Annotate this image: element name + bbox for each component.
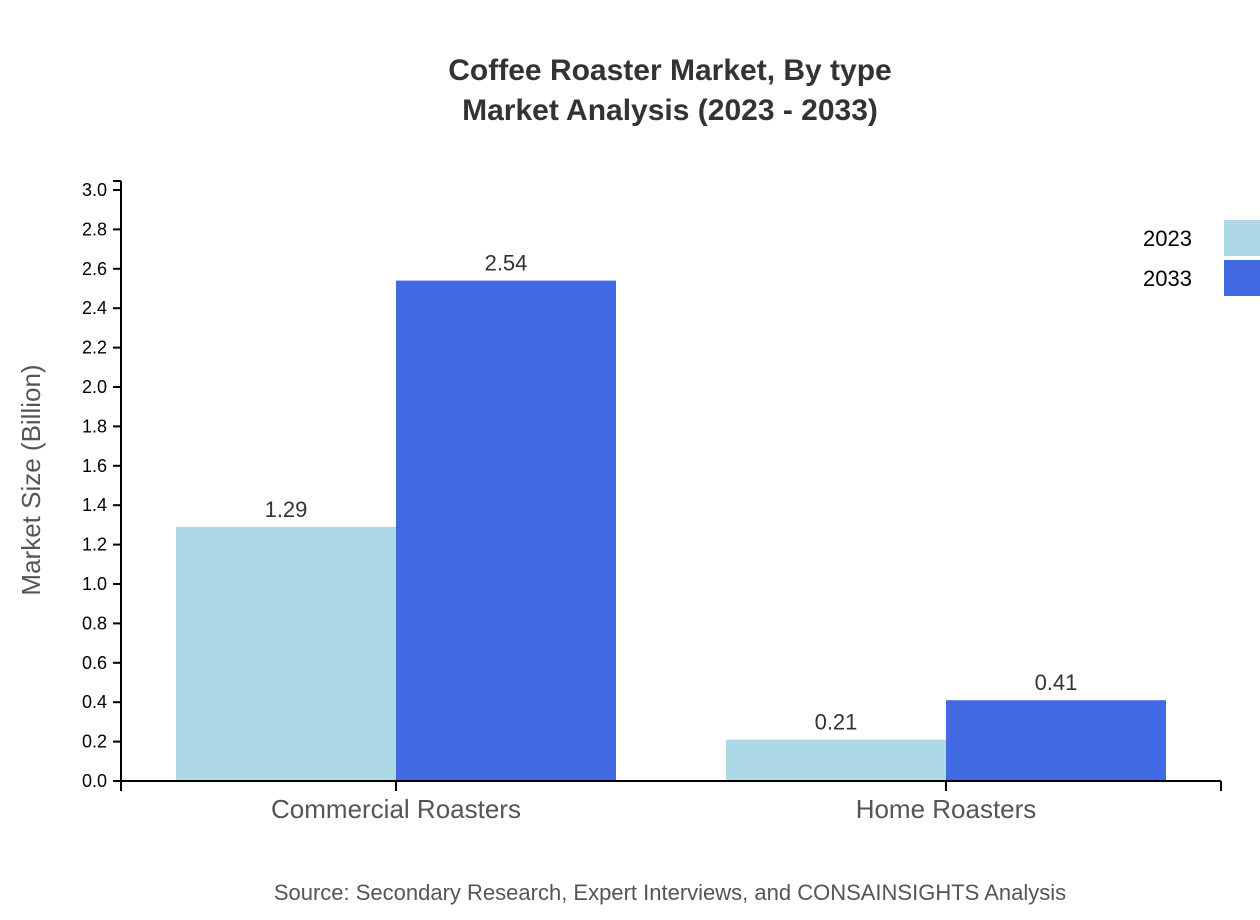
x-tick-label: Home Roasters (856, 794, 1037, 824)
bar-2023 (726, 739, 946, 781)
y-tick-label: 0.0 (82, 771, 107, 791)
y-axis-label: Market Size (Billion) (16, 364, 46, 595)
data-label: 0.41 (1035, 670, 1078, 695)
y-tick-label: 1.0 (82, 574, 107, 594)
x-axis: Commercial Roasters Home Roasters (120, 780, 1222, 824)
y-tick-label: 2.4 (82, 298, 107, 318)
data-label: 0.21 (815, 710, 858, 735)
legend-swatch-2023 (1224, 220, 1260, 256)
source-note: Source: Secondary Research, Expert Inter… (274, 880, 1066, 905)
bars-group: 1.29 2.54 0.21 0.41 (176, 251, 1166, 781)
y-tick-label: 0.8 (82, 613, 107, 633)
y-tick-label: 2.0 (82, 377, 107, 397)
y-tick-label: 0.4 (82, 692, 107, 712)
y-axis: 0.0 0.2 0.4 0.6 0.8 1.0 1.2 1.4 1.6 1.8 2.0 2.2 2.4 2… (82, 180, 122, 791)
y-tick-label: 2.8 (82, 219, 107, 239)
chart-title: Coffee Roaster Market, By type (448, 54, 891, 87)
y-tick-label: 1.4 (82, 495, 107, 515)
y-tick-label: 1.2 (82, 535, 107, 555)
data-label: 2.54 (485, 251, 528, 276)
legend-label: 2033 (1143, 266, 1192, 291)
bar-2033 (396, 280, 616, 781)
legend: 2023 2033 (1143, 220, 1260, 296)
y-tick-label: 2.2 (82, 338, 107, 358)
y-tick-label: 2.6 (82, 259, 107, 279)
bar-2033 (946, 700, 1166, 781)
chart-subtitle: Market Analysis (2023 - 2033) (462, 94, 878, 127)
bar-2023 (176, 526, 396, 781)
data-label: 1.29 (265, 497, 308, 522)
y-tick-label: 3.0 (82, 180, 107, 200)
y-tick-label: 1.6 (82, 456, 107, 476)
legend-swatch-2033 (1224, 260, 1260, 296)
x-tick-label: Commercial Roasters (271, 794, 521, 824)
legend-label: 2023 (1143, 226, 1192, 251)
y-tick-label: 0.2 (82, 732, 107, 752)
y-tick-label: 0.6 (82, 653, 107, 673)
y-tick-label: 1.8 (82, 416, 107, 436)
